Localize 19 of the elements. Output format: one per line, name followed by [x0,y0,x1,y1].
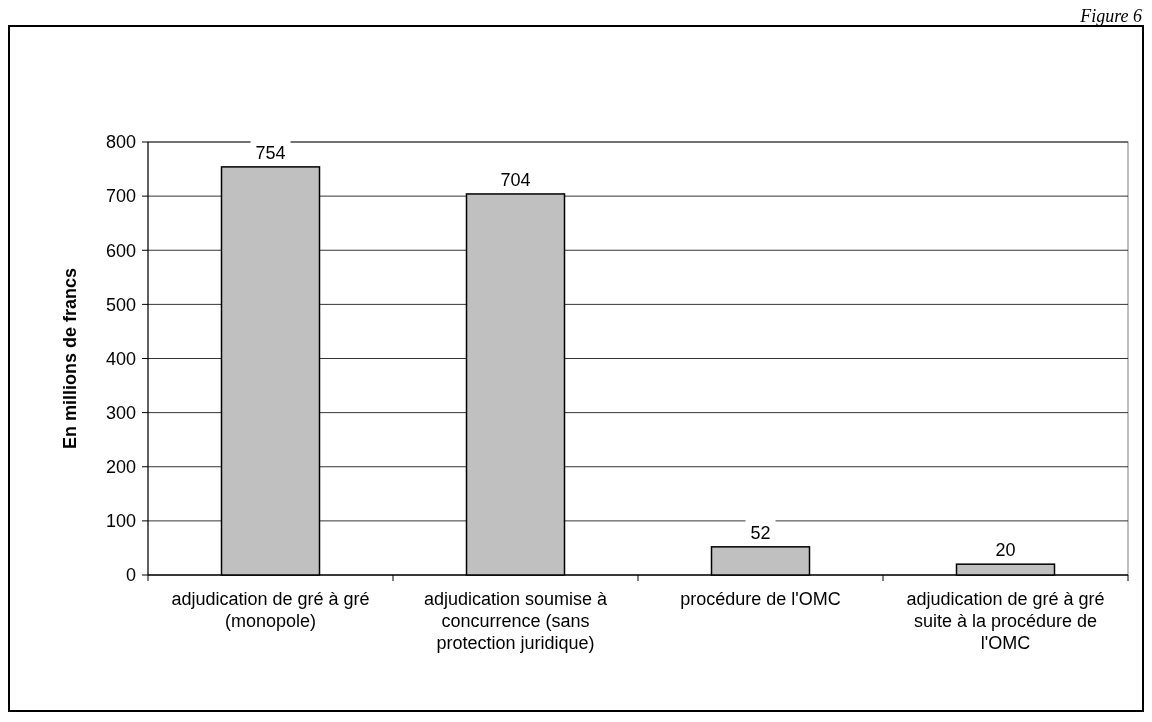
y-tick-label: 800 [105,132,136,153]
y-axis-title: En millions de francs [60,267,80,450]
y-tick-label: 600 [105,240,136,261]
data-label: 754 [255,143,286,164]
y-tick-label: 400 [105,348,136,369]
y-tick-label: 0 [125,565,136,586]
data-label: 52 [750,523,771,544]
x-tick-label: adjudication de gré à gré (monopole) [171,589,370,631]
y-tick-label: 200 [105,457,136,478]
y-tick-label: 100 [105,511,136,532]
x-tick-label: adjudication de gré à gré suite à la procédure de l'OMC [906,589,1105,653]
y-tick-label: 300 [105,402,136,423]
data-label: 704 [500,170,531,191]
x-tick-label: procédure de l'OMC [680,589,841,609]
x-tick-label: adjudication soumise à concurrence (sans protection juridique) [423,589,609,653]
y-tick-label: 700 [105,186,136,207]
caption: Figure 6 [1079,6,1142,26]
y-tick-label: 500 [105,294,136,315]
data-label: 20 [995,540,1016,561]
